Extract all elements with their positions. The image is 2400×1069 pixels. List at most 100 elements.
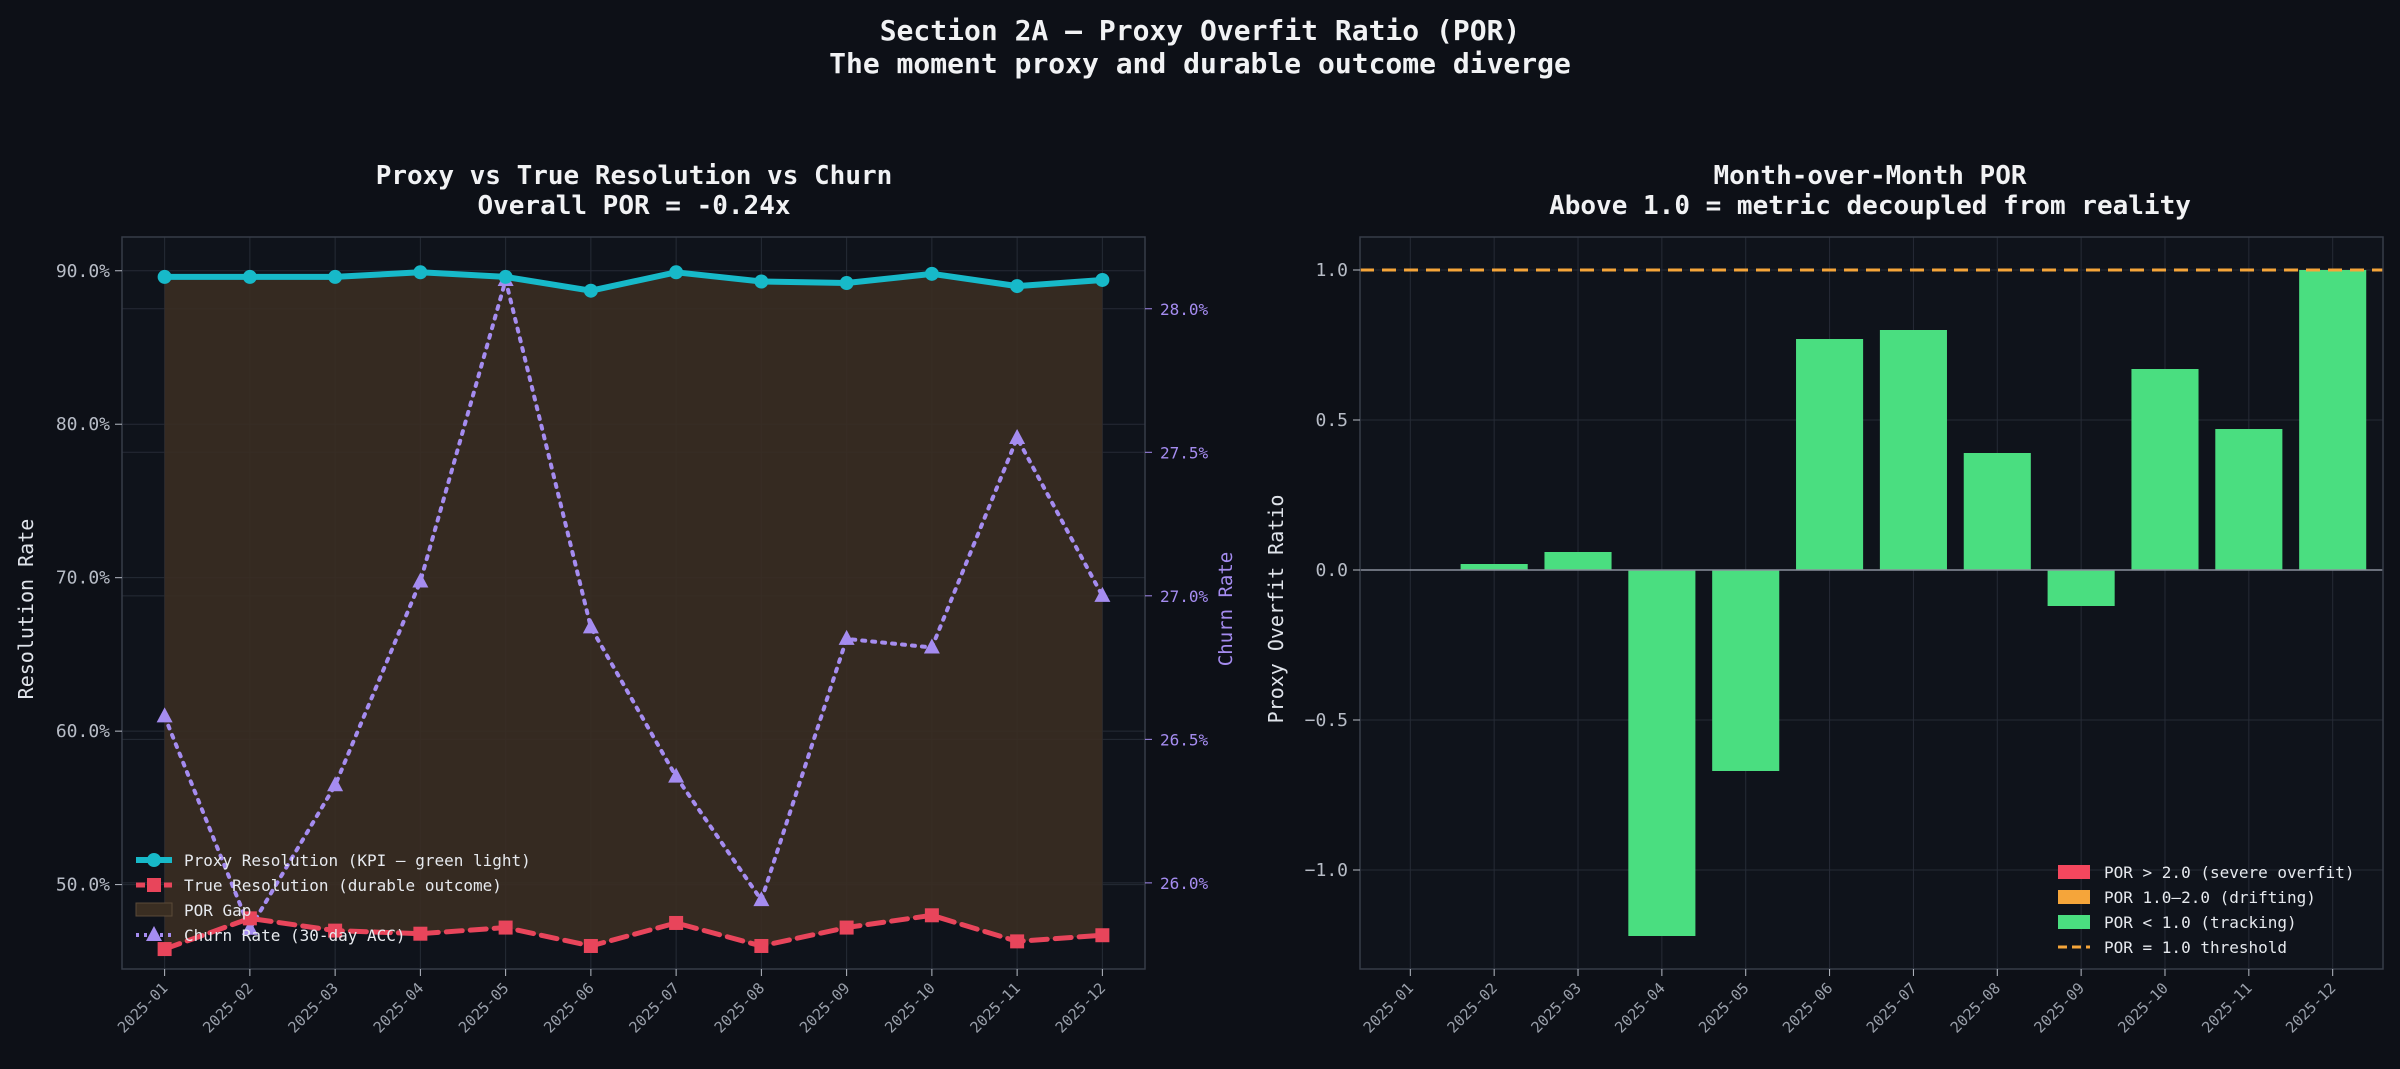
- bar: [2299, 270, 2367, 570]
- bar-x-tick-label: 2025-09: [2031, 979, 2088, 1036]
- series-point-churn: [1094, 586, 1111, 602]
- bar: [1544, 552, 1612, 570]
- series-point-proxy: [1095, 272, 1110, 287]
- series-point-true: [924, 908, 939, 923]
- left-x-tick-label: 2025-10: [881, 979, 938, 1036]
- right-y-tick-label: 27.5%: [1160, 443, 1209, 462]
- series-point-proxy: [157, 269, 172, 284]
- figure-subtitle: The moment proxy and durable outcome div…: [829, 47, 1571, 80]
- right-chart-title: Month-over-Month POR: [1713, 161, 2026, 191]
- bar: [1879, 330, 1947, 570]
- series-point-true: [242, 911, 257, 926]
- legend-label: POR Gap: [184, 901, 251, 920]
- series-point-churn: [156, 707, 173, 723]
- bar-y-tick-label: −0.5: [1305, 710, 1348, 731]
- bar: [2215, 429, 2283, 570]
- left-x-tick-label: 2025-08: [711, 979, 768, 1036]
- series-1-group: [157, 908, 1110, 957]
- series-point-proxy: [1010, 279, 1025, 294]
- bar: [1628, 570, 1696, 936]
- legend-label: Churn Rate (30-day ACC): [184, 926, 406, 945]
- series-point-proxy: [669, 265, 684, 280]
- legend-label: POR = 1.0 threshold: [2104, 938, 2287, 957]
- bar-y-axis-label: Proxy Overfit Ratio: [1264, 495, 1288, 724]
- series-0-group: [157, 265, 1110, 298]
- right-plot: −1.0 −0.5 0.0 0.5 1.0 2025-01 2025-02 2025-03 20…: [1305, 236, 2384, 1037]
- bar: [2131, 369, 2199, 570]
- left-x-tick-label: 2025-06: [540, 979, 597, 1036]
- series-point-true: [413, 926, 428, 941]
- left-x-tick-label: 2025-07: [626, 979, 683, 1036]
- series-point-true: [1095, 928, 1110, 943]
- bar-x-tick-label: 2025-08: [1947, 979, 2004, 1036]
- series-point-proxy: [242, 269, 257, 284]
- legend-label: True Resolution (durable outcome): [184, 876, 502, 895]
- left-y-tick-label: 50.0%: [56, 875, 110, 896]
- series-point-true: [1010, 934, 1025, 949]
- series-point-proxy: [413, 265, 428, 280]
- left-plot: 50.0% 60.0% 70.0% 80.0% 90.0% 26.0% 26.5% 27.0%…: [56, 236, 1209, 1037]
- left-legend: Proxy Resolution (KPI — green light) True…: [135, 851, 531, 945]
- series-line-proxy: [161, 269, 1106, 294]
- por-gap-fill: [164, 272, 1103, 950]
- bar-x-tick-label: 2025-04: [1611, 979, 1668, 1036]
- series-point-churn: [753, 891, 770, 907]
- right-chart-subtitle: Above 1.0 = metric decoupled from realit…: [1549, 191, 2191, 221]
- series-point-true: [669, 915, 684, 930]
- right-y-tick-label: 26.5%: [1160, 730, 1209, 749]
- bar-x-tick-label: 2025-07: [1863, 979, 1920, 1036]
- series-point-churn: [1009, 428, 1026, 444]
- series-point-proxy: [328, 269, 343, 284]
- series-point-true: [754, 938, 769, 953]
- series-line-true: [162, 912, 1105, 952]
- right-y-axis-label: Churn Rate: [1215, 552, 1237, 666]
- series-point-churn: [327, 776, 344, 792]
- left-x-tick-label: 2025-02: [199, 979, 256, 1036]
- series-point-true: [498, 920, 513, 935]
- bar: [1796, 339, 1864, 570]
- left-y-tick-label: 60.0%: [56, 721, 110, 742]
- series-point-churn: [668, 767, 685, 783]
- series-2-group: [156, 271, 1111, 935]
- legend-swatch: [2058, 915, 2090, 929]
- bar: [1963, 453, 2031, 570]
- legend-label: POR < 1.0 (tracking): [2104, 913, 2297, 932]
- series-point-proxy: [498, 269, 513, 284]
- left-chart-subtitle: Overall POR = -0.24x: [477, 191, 790, 221]
- left-x-tick-label: 2025-03: [285, 979, 342, 1036]
- bar-x-tick-label: 2025-05: [1695, 979, 1752, 1036]
- legend-swatch: [2058, 890, 2090, 904]
- left-y-axis-label: Resolution Rate: [14, 519, 38, 700]
- legend-marker: [146, 926, 162, 941]
- bar-y-tick-label: 1.0: [1315, 260, 1348, 281]
- legend-marker: [147, 878, 161, 892]
- bar-x-tick-label: 2025-03: [1527, 979, 1584, 1036]
- left-y-tick-label: 80.0%: [56, 414, 110, 435]
- series-point-churn: [241, 919, 258, 935]
- series-point-proxy: [839, 276, 854, 291]
- bar-x-tick-label: 2025-01: [1360, 979, 1417, 1036]
- left-y-tick-label: 70.0%: [56, 568, 110, 589]
- right-y-tick-label: 28.0%: [1160, 300, 1209, 319]
- left-x-tick-label: 2025-12: [1052, 979, 1109, 1036]
- bar-x-tick-label: 2025-12: [2282, 979, 2339, 1036]
- right-y-tick-label: 27.0%: [1160, 587, 1209, 606]
- left-x-tick-label: 2025-11: [967, 979, 1024, 1036]
- series-point-true: [583, 938, 598, 953]
- left-plot-frame: [121, 236, 1146, 970]
- bar-x-tick-label: 2025-02: [1444, 979, 1501, 1036]
- figure-title: Section 2A — Proxy Overfit Ratio (POR): [880, 14, 1521, 47]
- left-x-tick-label: 2025-05: [455, 979, 512, 1036]
- series-point-proxy: [754, 274, 769, 289]
- bar-x-tick-label: 2025-10: [2114, 979, 2171, 1036]
- series-point-churn: [923, 638, 940, 654]
- right-plot-background: [1360, 237, 2383, 969]
- right-plot-frame: [1359, 236, 2384, 970]
- bar-x-tick-label: 2025-06: [1779, 979, 1836, 1036]
- series-point-churn: [412, 572, 429, 588]
- legend-marker: [147, 853, 161, 867]
- right-legend: POR > 2.0 (severe overfit) POR 1.0–2.0 (d…: [2058, 863, 2354, 957]
- bar-y-tick-label: 0.0: [1315, 560, 1348, 581]
